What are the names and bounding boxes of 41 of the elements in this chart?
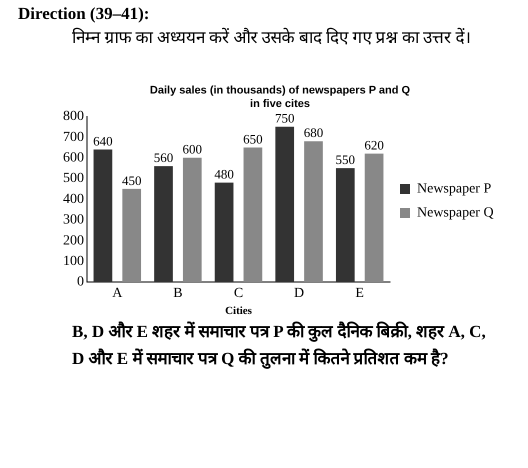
bar — [94, 150, 112, 282]
bar — [336, 168, 355, 282]
bar — [154, 166, 173, 282]
data-label: 450 — [122, 172, 142, 188]
chart-title: Daily sales (in thousands) of newspapers P and Q in five cites — [150, 84, 411, 110]
legend-label: Newspaper P — [417, 182, 492, 197]
data-label: 600 — [182, 142, 202, 157]
y-tick-label: 100 — [63, 254, 84, 269]
x-tick-label: B — [173, 286, 183, 302]
x-tick-label: C — [234, 286, 244, 302]
bar — [304, 141, 323, 282]
bar — [214, 182, 234, 282]
text: निम्न ग्राफ का अध्ययन करें और उसके बाद दिए गए प्रश्न का उत्तर दें। — [72, 26, 472, 49]
legend-label: Newspaper Q — [417, 206, 494, 221]
text: Direction (39–41): — [18, 4, 150, 24]
y-tick-label: 600 — [63, 150, 84, 166]
bar — [364, 154, 384, 282]
bar — [122, 188, 142, 282]
bar — [244, 147, 262, 282]
y-tick-label: 500 — [63, 171, 84, 186]
x-tick-label: A — [112, 286, 124, 302]
bar — [275, 126, 294, 282]
bar — [182, 158, 202, 282]
data-label: 560 — [154, 150, 174, 165]
y-tick-label: 0 — [77, 274, 84, 290]
x-tick-label: E — [355, 286, 364, 302]
data-label: 620 — [364, 138, 384, 153]
data-label: 650 — [243, 131, 263, 146]
y-tick-label: 200 — [63, 233, 84, 248]
y-tick-label: 300 — [63, 212, 84, 228]
data-label: 480 — [214, 166, 234, 182]
x-tick-label: D — [294, 286, 304, 302]
data-label: 550 — [336, 152, 356, 168]
x-axis-title: Cities — [225, 305, 253, 318]
data-label: 680 — [304, 125, 324, 140]
text: B, D और E शहर में समाचार पत्र P की कुल दैनिक बिक्री, शहर A, C, D और E में समाचार पत्र Q की तुलना में कितने प्रतिशत कम है? — [72, 320, 487, 371]
y-tick-label: 800 — [63, 109, 84, 124]
y-tick-label: 700 — [63, 130, 84, 145]
data-label: 640 — [93, 133, 113, 148]
y-tick-label: 400 — [63, 192, 84, 207]
data-label: 750 — [274, 110, 294, 126]
